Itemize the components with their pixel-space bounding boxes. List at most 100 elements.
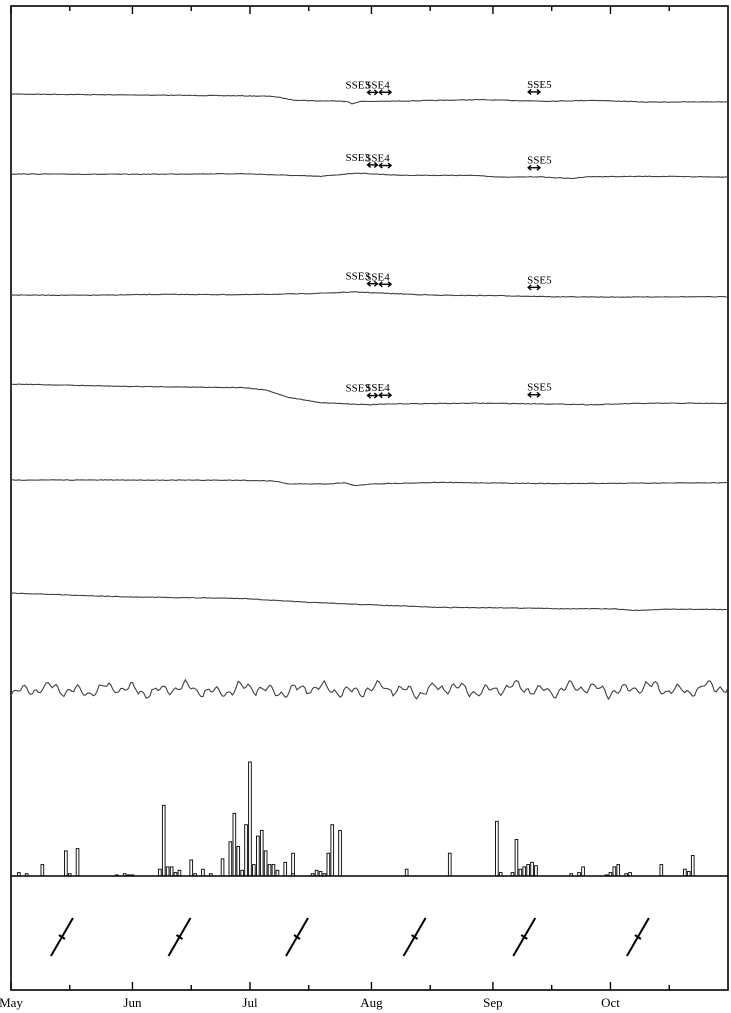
precip-bar — [158, 868, 162, 877]
event-arrow-head-left — [378, 392, 383, 399]
plot-frame — [10, 5, 729, 991]
trace-line-5 — [11, 479, 729, 487]
glyph-cross — [293, 934, 301, 940]
event-arrow-head-left — [378, 89, 383, 96]
precip-bar — [404, 868, 409, 877]
precip-bar — [256, 835, 260, 877]
event-marker-sse5: SSE5 — [527, 382, 552, 398]
precip-bar — [240, 869, 244, 877]
event-arrow-head-right — [387, 89, 393, 96]
month-label-sep: Sep — [483, 995, 503, 1010]
precip-bar — [271, 864, 276, 877]
precip-bar — [522, 866, 527, 877]
event-arrow-head-right — [387, 392, 393, 399]
event-arrow-head-left — [527, 88, 532, 95]
glyph-cross — [411, 934, 419, 940]
precip-bar — [330, 824, 335, 877]
direction-glyph — [167, 917, 192, 957]
precip-bar — [690, 855, 695, 877]
event-arrow-head-left — [366, 392, 371, 399]
month-label-aug: Aug — [360, 995, 383, 1010]
precip-bar — [518, 868, 523, 877]
trace-line-2 — [10, 172, 729, 179]
glyph-cross — [520, 934, 528, 940]
trace-line-6 — [10, 592, 729, 612]
precip-bar — [616, 864, 621, 877]
precip-bar — [177, 869, 182, 877]
direction-glyph — [512, 917, 537, 957]
event-label: SSE5 — [527, 274, 552, 286]
trace-line-7 — [10, 678, 729, 701]
event-arrow-head-right — [387, 281, 393, 288]
event-arrow-head-right — [536, 164, 542, 171]
month-label-oct: Oct — [601, 995, 620, 1010]
event-marker-sse3: SSE3 — [346, 271, 379, 287]
event-marker-sse5: SSE5 — [527, 155, 552, 171]
bottom-ticks — [10, 982, 670, 990]
precip-bar — [263, 850, 268, 877]
event-arrow-head-left — [527, 391, 532, 398]
event-label: SSE4 — [365, 382, 390, 394]
trace-line-4 — [10, 383, 729, 406]
glyph-cross — [175, 934, 184, 940]
event-arrow-head-left — [527, 284, 532, 291]
top-ticks — [10, 6, 670, 14]
direction-glyphs — [50, 917, 650, 957]
precip-bar — [447, 852, 452, 877]
precip-bar — [75, 848, 80, 877]
precip-bar — [530, 861, 534, 877]
event-label: SSE3 — [346, 383, 371, 395]
month-labels: May Jun Jul Aug Sep Oct — [0, 995, 620, 1010]
direction-glyph — [626, 917, 650, 957]
event-label: SSE5 — [527, 155, 552, 167]
precip-bar — [259, 829, 264, 877]
time-series-traces — [10, 93, 729, 701]
month-label-may: May — [0, 995, 23, 1010]
precip-bar — [169, 866, 174, 877]
event-arrow-head-right — [536, 284, 542, 291]
direction-glyph — [285, 917, 309, 957]
precip-bar — [189, 859, 194, 877]
trace-line-3 — [10, 291, 728, 298]
precip-bar — [40, 864, 45, 877]
precip-bar — [612, 866, 617, 877]
event-arrow-head-right — [536, 88, 542, 95]
event-label: SSE3 — [346, 152, 371, 164]
precip-bar — [228, 841, 233, 877]
event-marker-sse4: SSE4 — [365, 79, 393, 96]
event-marker-sse3: SSE3 — [346, 79, 379, 96]
event-marker-sse4: SSE4 — [365, 153, 393, 169]
event-arrow-head-right — [373, 392, 379, 399]
event-marker-sse5: SSE5 — [527, 79, 552, 95]
precip-bar — [683, 868, 687, 877]
precip-bar — [314, 869, 319, 877]
event-arrow-head-left — [366, 280, 371, 287]
precip-bar — [248, 761, 252, 877]
event-arrow-head-right — [373, 89, 379, 96]
precip-bar — [326, 852, 331, 877]
event-label: SSE5 — [527, 79, 552, 91]
event-arrow-head-left — [378, 281, 383, 288]
event-arrow-head-left — [378, 162, 383, 169]
trace-line-1 — [10, 93, 729, 105]
event-label: SSE4 — [365, 271, 390, 283]
precip-bar — [275, 869, 280, 877]
precip-bar — [232, 812, 237, 877]
precip-bar — [526, 864, 530, 877]
precip-bar — [283, 861, 288, 877]
precip-bar — [165, 866, 170, 877]
precip-bar — [534, 865, 538, 877]
month-label-jul: Jul — [242, 995, 258, 1010]
precip-bar — [252, 864, 256, 877]
event-arrow-head-left — [366, 161, 371, 168]
precip-bar — [659, 864, 664, 877]
precip-bar — [514, 839, 519, 877]
event-label: SSE4 — [365, 153, 390, 165]
precip-bar — [220, 858, 225, 877]
month-label-jun: Jun — [123, 995, 142, 1010]
precip-bar — [291, 852, 295, 877]
event-marker-sse4: SSE4 — [365, 382, 393, 399]
event-arrow-head-left — [366, 89, 371, 96]
